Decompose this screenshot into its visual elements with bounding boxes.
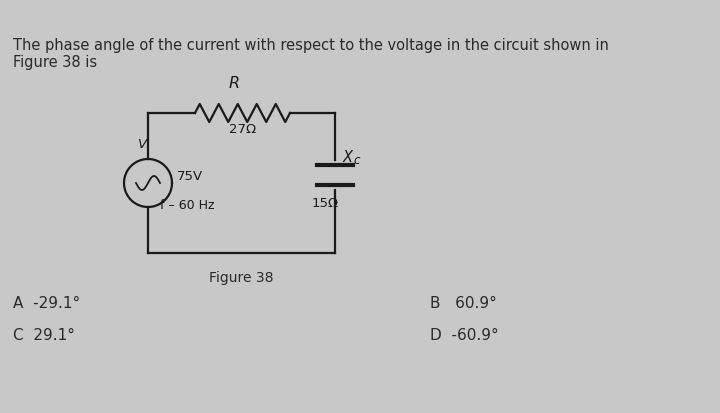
Text: The phase angle of the current with respect to the voltage in the circuit shown : The phase angle of the current with resp… <box>13 38 609 53</box>
Text: C  29.1°: C 29.1° <box>13 328 75 344</box>
Text: R: R <box>229 76 240 91</box>
Text: X: X <box>343 150 353 164</box>
Text: Figure 38 is: Figure 38 is <box>13 55 97 70</box>
Text: V: V <box>138 138 148 151</box>
Text: 75V: 75V <box>177 171 203 183</box>
Text: A  -29.1°: A -29.1° <box>13 295 80 311</box>
Text: 15Ω: 15Ω <box>312 197 339 210</box>
Text: c: c <box>353 154 359 168</box>
Text: B   60.9°: B 60.9° <box>430 295 497 311</box>
Text: D  -60.9°: D -60.9° <box>430 328 499 344</box>
Text: 27Ω: 27Ω <box>229 123 256 136</box>
Text: Figure 38: Figure 38 <box>210 271 274 285</box>
Text: f – 60 Hz: f – 60 Hz <box>160 199 215 212</box>
